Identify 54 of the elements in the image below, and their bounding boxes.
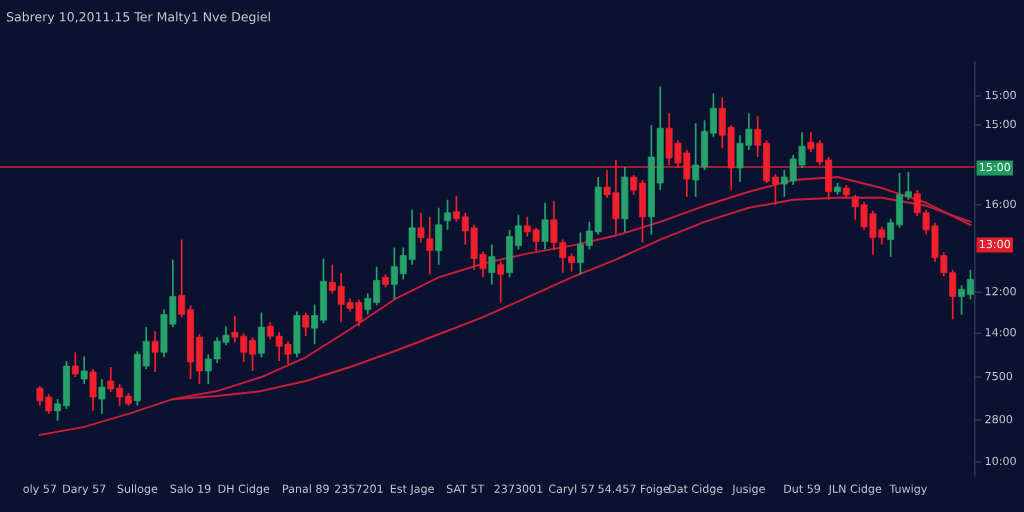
candlestick [958,284,966,316]
candlestick [444,198,451,231]
x-tick-label: Salo 19 [170,484,211,493]
x-tick-label: Caryl 57 [549,484,594,496]
candlestick [497,260,505,304]
x-tick-label: JLN Cidge [828,484,882,496]
candlestick [311,303,319,346]
candlestick [541,201,549,251]
text: 14:00 [985,327,1016,337]
text: 12:00 [985,287,1016,296]
x-tick-label: 54.457 Foige [598,484,670,496]
candlestick [772,173,779,206]
candlestick [754,115,762,158]
candlestick [249,336,257,372]
candlestick [151,330,159,373]
x-tick-label: DH Cidge [218,484,270,496]
candlestick [514,213,522,251]
candlestick [417,211,425,244]
x-tick-label: Dary 57 [63,484,106,496]
candlestick [887,218,895,258]
candlestick [302,311,310,338]
candlestick [692,122,700,198]
x-tick-label: Tuwigy [889,484,928,496]
candlestick [488,243,496,286]
candlestick [452,194,460,223]
x-tick-label: 2357201 [334,484,383,493]
candlestick [80,355,88,385]
text: 15:00 [985,90,1016,100]
text: 10:00 [985,456,1016,466]
candlestick [178,238,186,318]
x-tick-label: Est Jage [390,484,434,496]
candlestick [54,398,62,422]
candlestick [630,174,638,196]
x-tick-label: Jusige [731,484,765,496]
x-tick-label: Sulloge [117,484,158,496]
candlestick [426,215,434,276]
text: 7500 [985,371,1013,381]
candlestick [577,231,584,276]
x-tick-label: 2373001 [494,484,543,493]
x-tick-label: Dut 59 [784,484,821,493]
candlestick [71,351,79,378]
x-tick-label: SAT 5T [446,484,485,493]
candlestick [98,378,106,415]
text: 15:00 [985,119,1016,129]
text: 16:00 [985,199,1016,209]
x-tick-label: Panal 89 [283,484,329,493]
x-tick-label: oly 57 [23,484,56,496]
candlestick [966,268,974,301]
x-tick-label: Dat Cidge [669,484,723,496]
chart-title: Sabrery 10,2011.15 Ter Malty1 Nve Degiel [6,11,270,24]
text: 13:00 [979,239,1011,249]
text: 15:00 [979,162,1011,172]
text: 2800 [985,414,1013,424]
candlestick [904,171,912,201]
